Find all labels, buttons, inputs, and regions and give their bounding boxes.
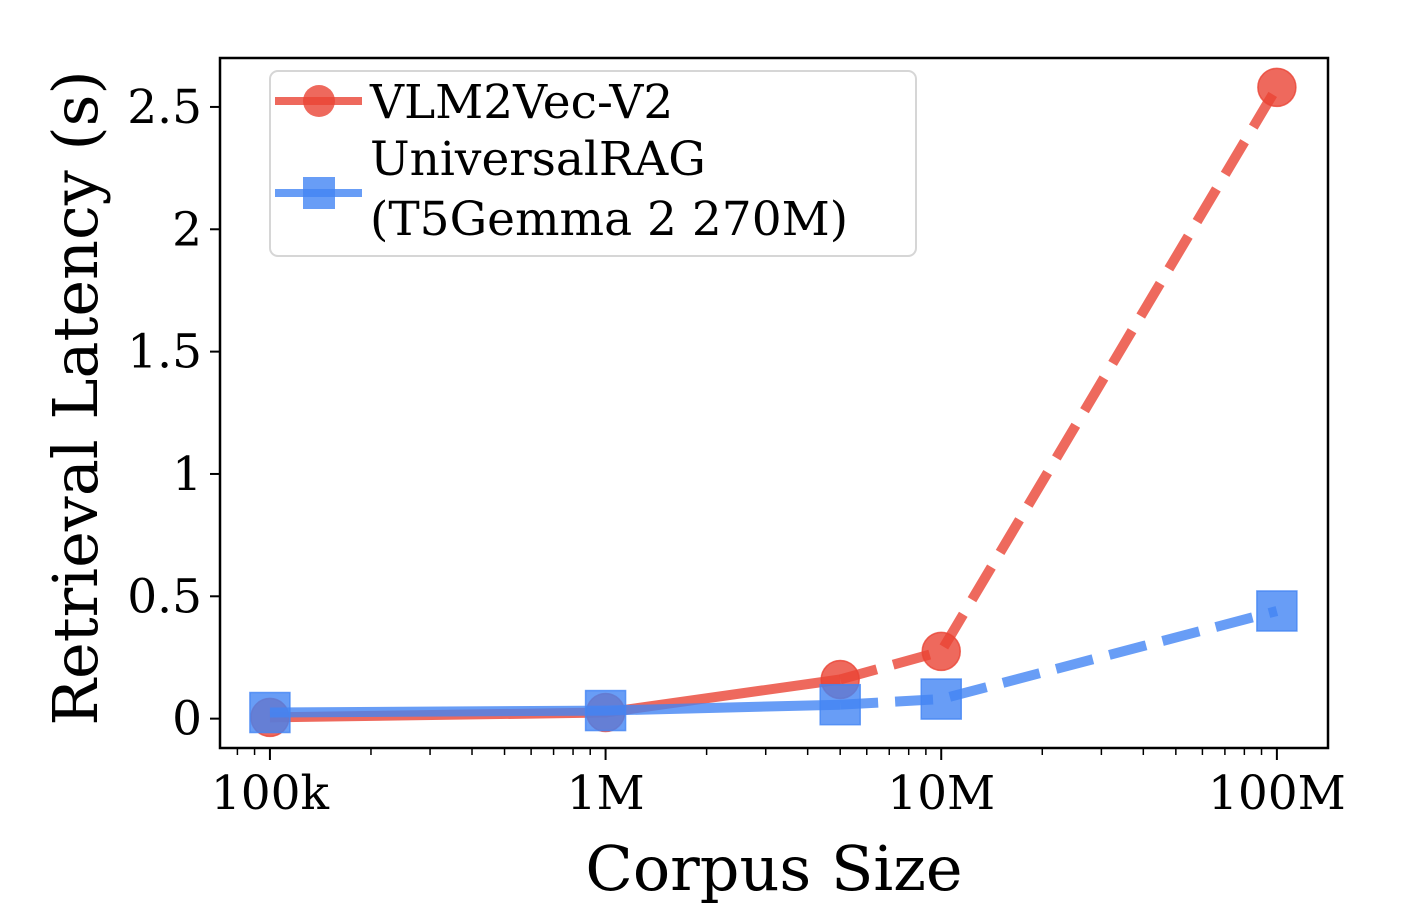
- series-universalrag: [249, 590, 1298, 734]
- y-axis-title: Retrieval Latency (s): [39, 70, 112, 725]
- data-point-square: [920, 678, 962, 720]
- legend-item-vlm2vec: VLM2Vec-V2: [275, 75, 673, 130]
- x-tick-label: 1M: [567, 766, 645, 821]
- x-tick-label: 10M: [887, 766, 995, 821]
- data-point-circle: [921, 631, 961, 672]
- y-tick-label: 2.5: [127, 80, 202, 135]
- legend-label-universalrag-line2: (T5Gemma 2 270M): [370, 192, 848, 247]
- y-tick-label: 2: [172, 202, 202, 257]
- data-point-square: [584, 689, 627, 732]
- plot-frame: [218, 56, 1330, 750]
- legend-marker-circle: [303, 85, 335, 117]
- series-line-dashed: [839, 606, 1279, 710]
- data-point-circle: [1257, 67, 1297, 108]
- data-point-square: [1256, 590, 1298, 632]
- data-point-square: [249, 691, 291, 734]
- legend-label-universalrag-line1: UniversalRAG: [370, 132, 706, 187]
- y-tick-label: 0: [172, 692, 202, 747]
- legend-item-universalrag: UniversalRAG (T5Gemma 2 270M): [275, 132, 848, 247]
- data-point-square: [819, 683, 861, 726]
- legend: VLM2Vec-V2 UniversalRAG (T5Gemma 2 270M): [269, 70, 917, 257]
- y-tick-label: 1: [172, 447, 202, 502]
- x-axis-title: Corpus Size: [585, 832, 962, 905]
- series-line-dashed: [838, 84, 1282, 685]
- series-layer: [249, 67, 1298, 738]
- x-tick-label: 100M: [1208, 766, 1346, 821]
- x-tick-label: 100k: [211, 766, 330, 821]
- legend-box: [269, 70, 917, 257]
- axis-ticks: 0 0.5 1 1.5 2 2.5 100k 1M 10M 100M: [127, 80, 1346, 821]
- legend-label-vlm2vec: VLM2Vec-V2: [369, 75, 673, 130]
- series-line-solid: [269, 699, 841, 718]
- legend-marker-square: [303, 177, 335, 209]
- y-tick-label: 1.5: [127, 325, 202, 380]
- y-tick-label: 0.5: [127, 569, 202, 624]
